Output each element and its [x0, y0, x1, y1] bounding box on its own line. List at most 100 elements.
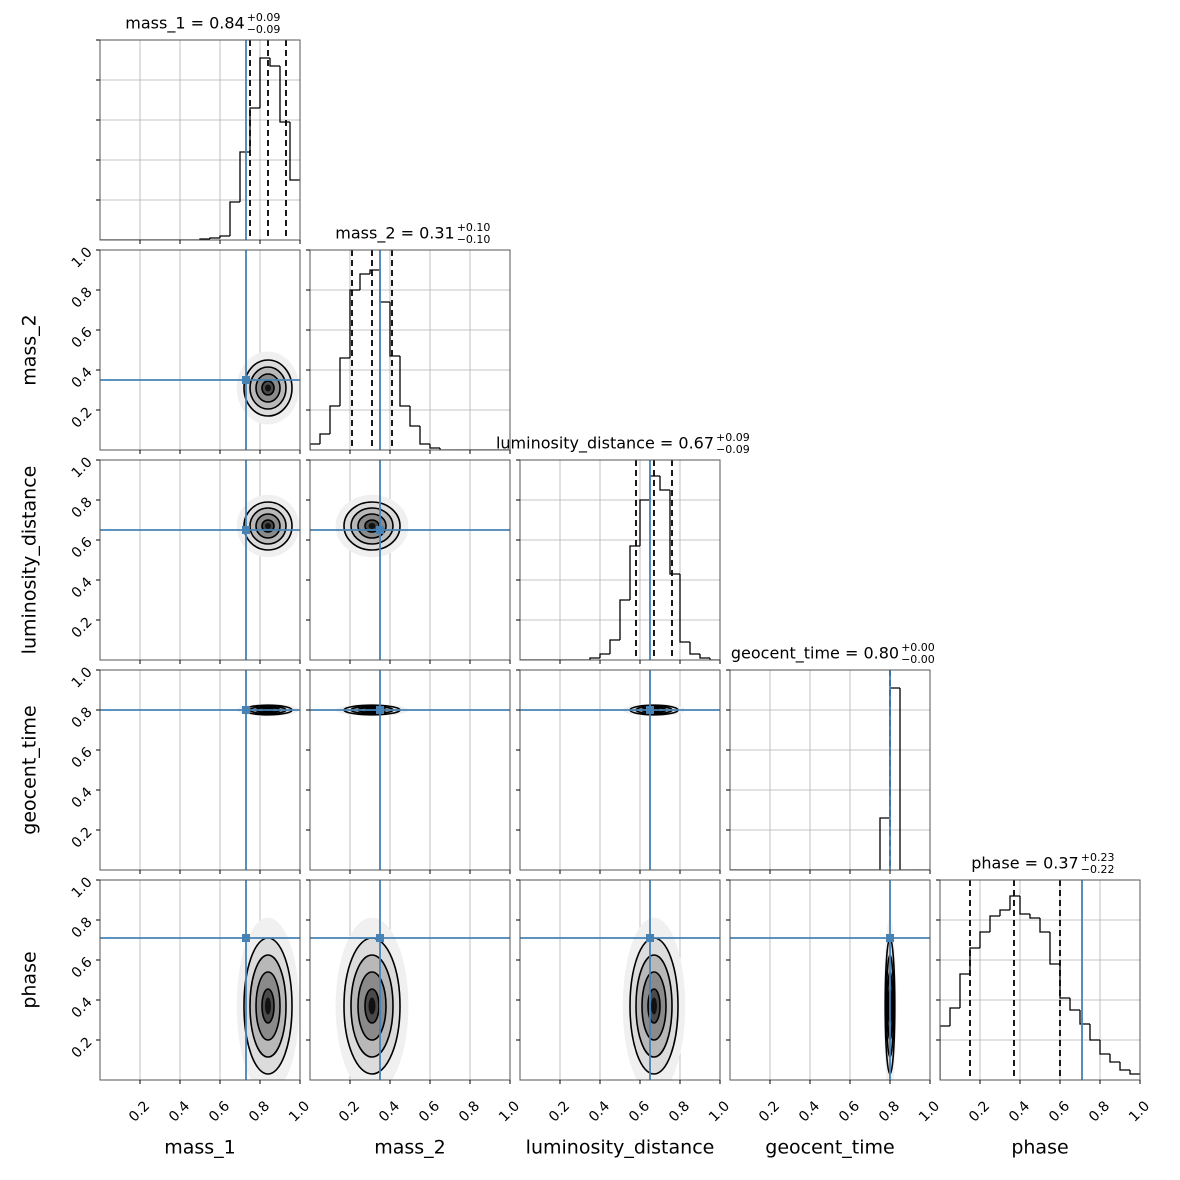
- x-tick-label: 1.0: [496, 1098, 523, 1125]
- histogram-bin: [319, 433, 330, 444]
- histogram-bin: [979, 931, 990, 948]
- y-tick-label: 0.6: [69, 534, 96, 561]
- y-tick-label: 1.0: [69, 664, 96, 691]
- histogram-bin: [1089, 1024, 1100, 1041]
- x-tick-label: 1.0: [916, 1098, 943, 1125]
- y-axis-label: luminosity_distance: [19, 466, 41, 655]
- histogram-bin: [709, 658, 720, 660]
- histogram-bin: [669, 490, 680, 575]
- histogram-bin: [429, 444, 440, 449]
- panel: [310, 880, 510, 1080]
- histogram-bin: [619, 599, 630, 640]
- panel-frame: [309, 879, 511, 1081]
- histogram-bin: [649, 475, 660, 500]
- title-upper: +0.10: [457, 221, 491, 234]
- histogram-bin: [609, 639, 620, 654]
- histogram-bin: [359, 273, 370, 290]
- y-tick-label: 1.0: [69, 454, 96, 481]
- x-tick-label: 0.4: [166, 1098, 193, 1125]
- x-axis-label: mass_2: [374, 1137, 446, 1159]
- histogram-bin: [209, 237, 220, 239]
- histogram-bin: [279, 66, 290, 123]
- panel-frame: [519, 879, 721, 1081]
- panel: [310, 250, 510, 450]
- x-axis-label: phase: [1011, 1137, 1068, 1159]
- title-lower: −0.09: [247, 23, 281, 36]
- histogram-bin: [310, 443, 320, 450]
- histogram-bin: [249, 107, 260, 152]
- truth-point: [376, 526, 384, 534]
- panel: [100, 460, 300, 660]
- x-tick-label: 0.6: [416, 1098, 443, 1125]
- histogram-bin: [239, 151, 250, 202]
- y-tick-label: 0.2: [69, 1034, 96, 1061]
- panel-frame: [729, 879, 931, 1081]
- contour: [249, 366, 287, 410]
- histogram-bin: [369, 269, 380, 274]
- panel-title: luminosity_distance = 0.67: [496, 434, 714, 454]
- density: [368, 523, 376, 529]
- histogram-bin: [659, 476, 670, 491]
- truth-point: [886, 934, 894, 942]
- x-tick-label: 0.8: [876, 1098, 903, 1125]
- histogram-bin: [419, 426, 430, 445]
- y-tick-label: 0.6: [69, 324, 96, 351]
- contour: [255, 373, 281, 403]
- histogram-bin: [689, 642, 700, 655]
- histogram-bin: [1029, 914, 1040, 919]
- density: [265, 384, 271, 392]
- x-tick-label: 1.0: [1126, 1098, 1153, 1125]
- x-tick-label: 0.2: [546, 1098, 573, 1125]
- histogram-bin: [269, 58, 280, 67]
- panel: [310, 460, 510, 660]
- contour: [249, 954, 287, 1058]
- histogram-bin: [949, 1007, 960, 1026]
- histogram-bin: [899, 688, 910, 870]
- y-tick-label: 0.8: [69, 494, 96, 521]
- y-tick-label: 0.6: [69, 744, 96, 771]
- panel: [520, 880, 720, 1080]
- histogram-bin: [379, 270, 390, 303]
- contour: [647, 988, 661, 1024]
- truth-point: [646, 934, 654, 942]
- panel-frame: [309, 459, 511, 661]
- y-tick-label: 0.4: [69, 994, 96, 1021]
- panel-title: mass_2 = 0.31: [335, 224, 454, 244]
- x-tick-label: 0.4: [1006, 1098, 1033, 1125]
- y-tick-label: 0.2: [69, 824, 96, 851]
- histogram-bin: [1019, 896, 1030, 915]
- truth-point: [376, 934, 384, 942]
- histogram-bin: [219, 235, 230, 238]
- contour: [350, 507, 394, 545]
- panel-title: geocent_time = 0.80: [731, 644, 899, 664]
- histogram-bin: [1109, 1054, 1120, 1063]
- panel: [100, 670, 300, 870]
- histogram-bin: [629, 545, 640, 600]
- y-axis-label: mass_2: [19, 314, 41, 386]
- y-axis-label: phase: [19, 951, 41, 1008]
- title-lower: −0.22: [1081, 863, 1115, 876]
- y-tick-label: 1.0: [69, 874, 96, 901]
- truth-point: [242, 526, 250, 534]
- title-lower: −0.10: [457, 233, 491, 246]
- histogram-bin: [679, 574, 690, 643]
- truth-point: [646, 706, 654, 714]
- panel: [520, 670, 720, 870]
- histogram-bin: [259, 57, 270, 108]
- panel-frame: [99, 249, 301, 451]
- histogram-bin: [1119, 1062, 1130, 1071]
- contour: [261, 988, 275, 1024]
- density: [651, 997, 657, 1015]
- y-tick-label: 0.4: [69, 784, 96, 811]
- panel-frame: [939, 879, 1141, 1081]
- panel-frame: [729, 669, 931, 871]
- histogram-bin: [289, 122, 300, 181]
- histogram-bin: [1049, 932, 1060, 965]
- x-tick-label: 0.6: [836, 1098, 863, 1125]
- truth-point: [242, 706, 250, 714]
- density: [265, 523, 271, 529]
- contour: [357, 513, 387, 539]
- y-tick-label: 0.6: [69, 954, 96, 981]
- title-upper: +0.09: [247, 11, 281, 24]
- y-tick-label: 0.2: [69, 614, 96, 641]
